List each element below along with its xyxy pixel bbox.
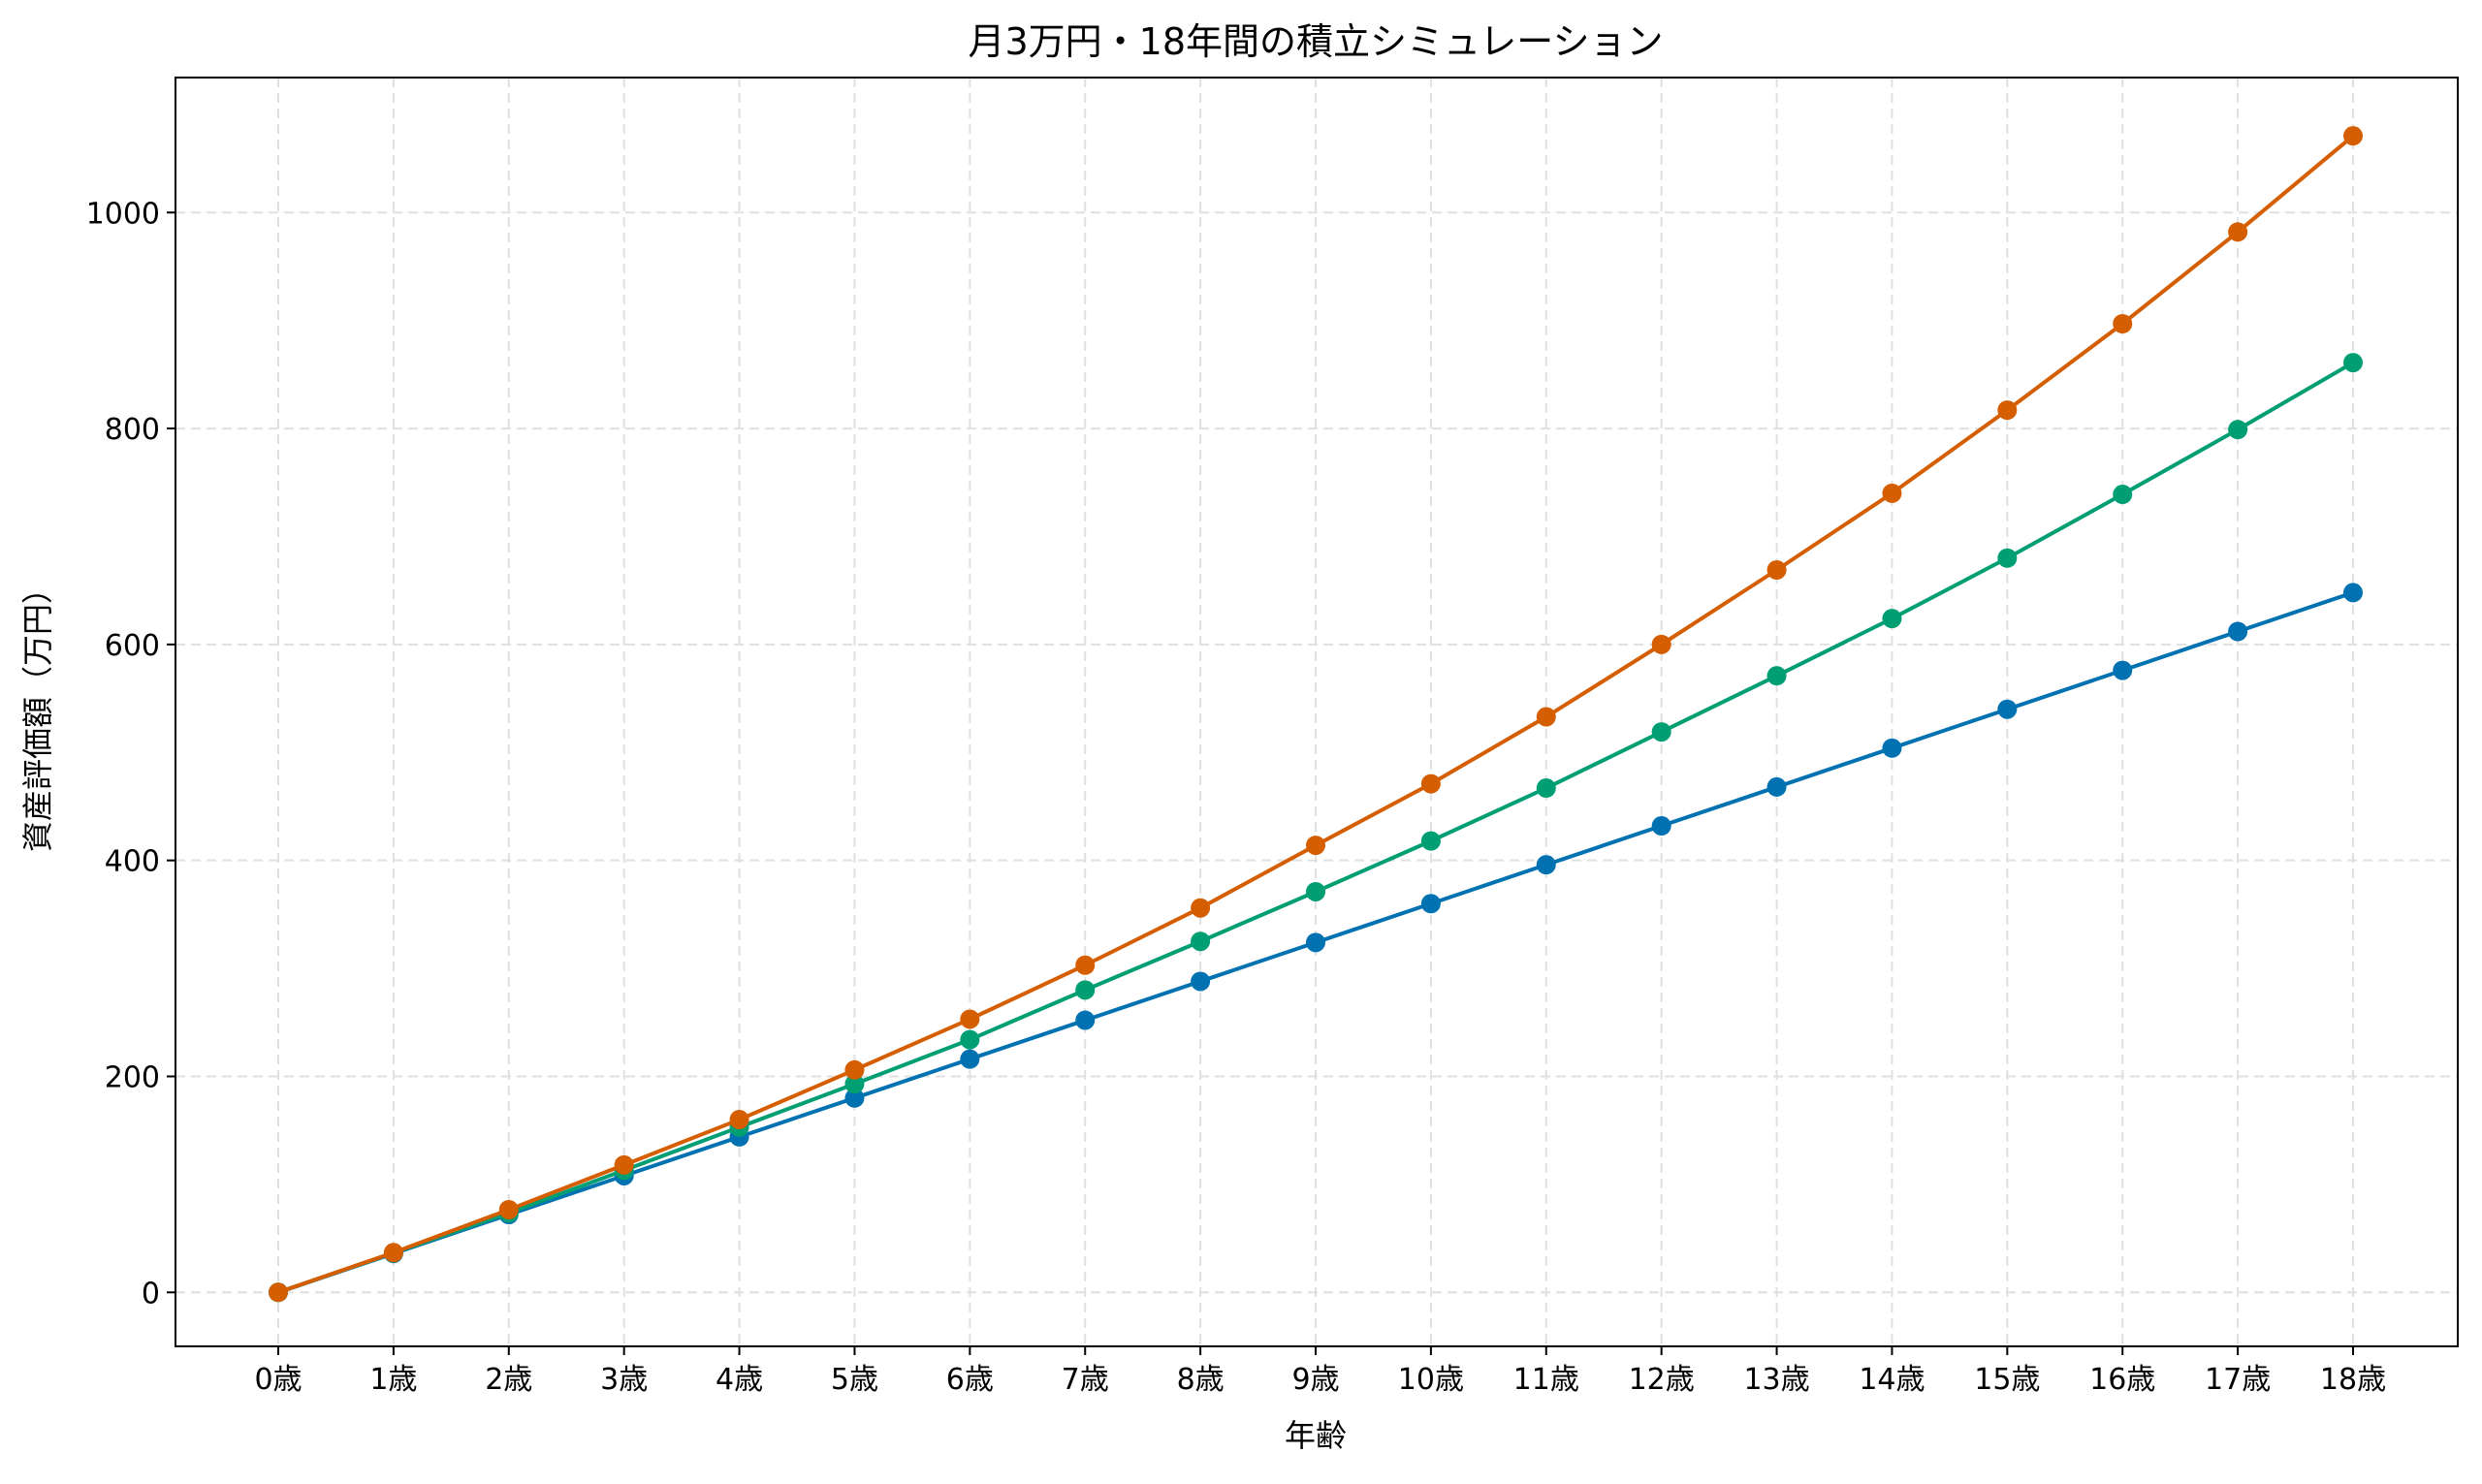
y-tick-label: 0 [142,1277,160,1310]
data-point [1191,898,1211,918]
data-point [1075,955,1096,975]
x-axis: 0歳 1歳 2歳 3歳 4歳 5歳 6歳 7歳 8歳 9歳 10歳 11歳 12歳 13歳 14歳 15歳 16… [254,1346,2386,1397]
y-axis-label: 資産評価額（万円） [19,573,56,852]
data-point [1997,548,2018,568]
x-axis-label: 年齢 [1285,1417,1347,1454]
data-point [498,1199,519,1219]
data-point [383,1243,403,1263]
data-point [1997,699,2018,719]
x-tick-label: 7歳 [1062,1363,1109,1397]
data-point [1306,932,1325,953]
data-point [2228,621,2248,642]
x-tick-label: 8歳 [1177,1363,1225,1397]
x-tick-label: 13歳 [1743,1363,1809,1397]
x-tick-label: 14歳 [1859,1363,1925,1397]
data-point [2113,660,2133,680]
data-point [960,1009,980,1029]
data-point [1766,560,1787,581]
data-point [1191,971,1211,992]
data-point [1075,1010,1096,1030]
x-tick-label: 4歳 [716,1363,763,1397]
data-point [1536,707,1556,727]
y-tick-label: 600 [105,629,160,663]
data-point [2343,353,2363,373]
x-tick-label: 3歳 [600,1363,648,1397]
data-point [2228,222,2248,242]
data-point [1882,738,1902,758]
data-point [1651,634,1671,654]
y-axis: 0 200 400 600 800 1000 [86,197,175,1310]
x-tick-label: 0歳 [254,1363,302,1397]
x-tick-label: 18歳 [2320,1363,2386,1397]
data-point [2343,126,2363,146]
y-tick-label: 400 [105,845,160,879]
data-point [844,1059,865,1080]
x-tick-label: 9歳 [1291,1363,1339,1397]
data-point [1191,931,1211,952]
x-tick-label: 6歳 [946,1363,994,1397]
data-point [1536,855,1556,875]
data-point [2113,485,2133,505]
data-point [2343,583,2363,603]
x-tick-label: 10歳 [1398,1363,1464,1397]
y-tick-label: 800 [105,413,160,447]
data-point [960,1029,980,1050]
x-tick-label: 5歳 [831,1363,878,1397]
data-point [1306,836,1325,856]
x-tick-label: 12歳 [1629,1363,1695,1397]
data-point [729,1110,749,1130]
data-point [1651,722,1671,742]
data-point [269,1282,288,1303]
data-point [1882,609,1902,629]
data-point [1420,831,1441,851]
x-tick-label: 2歳 [485,1363,532,1397]
data-point [1536,778,1556,799]
x-tick-label: 11歳 [1513,1363,1579,1397]
data-point [2228,420,2248,440]
data-point [844,1088,865,1108]
x-tick-label: 1歳 [369,1363,417,1397]
data-point [960,1049,980,1069]
data-point [2113,314,2133,334]
y-tick-label: 1000 [86,197,160,231]
series-2 [269,126,2363,1303]
data-point [1997,400,2018,421]
data-point [844,1074,865,1094]
data-point [1420,894,1441,914]
chart-title: 月3万円・18年間の積立シミュレーション [968,20,1663,63]
data-point [614,1154,634,1175]
x-tick-label: 16歳 [2089,1363,2155,1397]
data-point [1766,666,1787,686]
y-tick-label: 200 [105,1060,160,1094]
data-point [1075,980,1096,1000]
x-tick-label: 17歳 [2205,1363,2271,1397]
data-point [1420,774,1441,794]
x-tick-label: 15歳 [1974,1363,2040,1397]
data-point [1651,816,1671,837]
data-point [1766,776,1787,797]
grid [175,78,2458,1346]
data-point [1882,483,1902,503]
data-point [1306,881,1325,901]
series-group [269,126,2363,1303]
